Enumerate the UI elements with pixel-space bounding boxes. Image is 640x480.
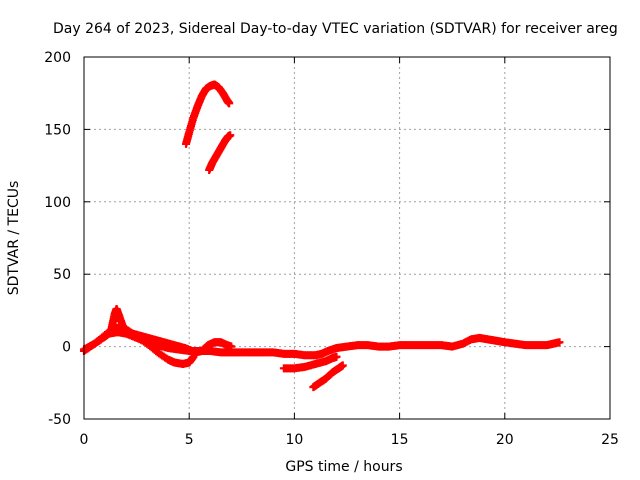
y-tick-label: 50: [53, 267, 71, 283]
x-tick-label: 10: [285, 432, 303, 448]
data-point: [227, 342, 236, 351]
data-point: [338, 361, 347, 370]
grid: [84, 57, 610, 419]
chart-title: Day 264 of 2023, Sidereal Day-to-day VTE…: [53, 21, 618, 37]
x-tick-label: 20: [496, 432, 514, 448]
tick-labels: 0 5 10 15 20 25 -50 0 50 100 150 200: [44, 50, 619, 448]
x-tick-label: 5: [185, 432, 194, 448]
axis-ticks: [83, 56, 611, 420]
x-axis-label: GPS time / hours: [285, 459, 402, 475]
data-point: [189, 352, 198, 361]
y-axis-label: SDTVAR / TECUs: [6, 181, 22, 296]
x-tick-label: 15: [391, 432, 409, 448]
data-point: [225, 99, 234, 108]
data-points: [80, 80, 564, 392]
data-point: [332, 352, 341, 361]
x-tick-label: 0: [80, 432, 89, 448]
y-tick-label: 150: [44, 122, 71, 138]
data-point: [226, 131, 235, 140]
y-tick-label: -50: [48, 412, 71, 428]
plot-frame: [83, 56, 611, 420]
x-tick-label: 25: [601, 432, 619, 448]
y-tick-label: 0: [62, 340, 71, 356]
data-point: [555, 338, 564, 347]
y-tick-label: 100: [44, 195, 71, 211]
y-tick-label: 200: [44, 50, 71, 66]
